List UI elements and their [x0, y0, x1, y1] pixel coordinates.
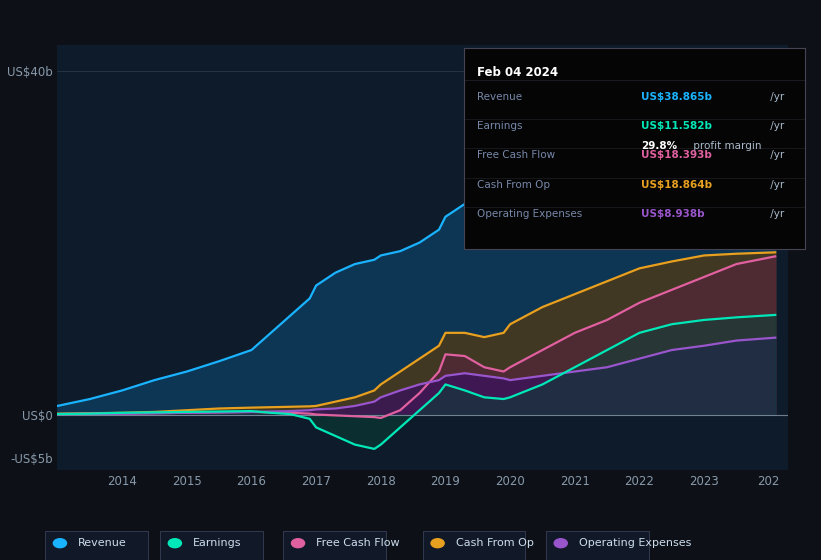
Text: US$11.582b: US$11.582b	[641, 121, 712, 131]
Text: Free Cash Flow: Free Cash Flow	[316, 538, 400, 548]
Text: US$8.938b: US$8.938b	[641, 209, 704, 219]
Text: /yr: /yr	[767, 92, 784, 102]
Text: Operating Expenses: Operating Expenses	[579, 538, 691, 548]
Text: /yr: /yr	[767, 180, 784, 190]
Text: /yr: /yr	[767, 209, 784, 219]
Text: profit margin: profit margin	[690, 141, 762, 151]
Text: Cash From Op: Cash From Op	[456, 538, 534, 548]
Text: Free Cash Flow: Free Cash Flow	[478, 151, 556, 160]
Text: US$18.393b: US$18.393b	[641, 151, 712, 160]
Text: /yr: /yr	[767, 151, 784, 160]
Text: Feb 04 2024: Feb 04 2024	[478, 66, 558, 79]
Text: 29.8%: 29.8%	[641, 141, 677, 151]
Text: US$18.864b: US$18.864b	[641, 180, 712, 190]
Text: Operating Expenses: Operating Expenses	[478, 209, 583, 219]
Text: Earnings: Earnings	[478, 121, 523, 131]
Text: US$38.865b: US$38.865b	[641, 92, 712, 102]
Text: Revenue: Revenue	[78, 538, 126, 548]
Text: Earnings: Earnings	[193, 538, 241, 548]
Text: /yr: /yr	[767, 121, 784, 131]
Text: Cash From Op: Cash From Op	[478, 180, 551, 190]
Text: Revenue: Revenue	[478, 92, 523, 102]
